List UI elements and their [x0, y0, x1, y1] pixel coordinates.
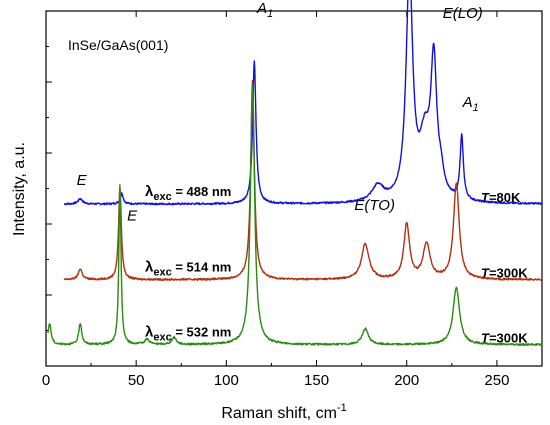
x-tick-label: 100 — [214, 372, 239, 389]
lambda-subscript: exc — [153, 191, 171, 203]
lambda-symbol: λ — [145, 324, 154, 341]
x-axis-label-text: Raman shift, cm — [221, 405, 337, 422]
peak-label: E(LO) — [443, 5, 483, 22]
peak-label-text: E — [77, 172, 88, 189]
excitation-label: λexc = 532 nm — [145, 324, 231, 344]
x-tick-label: 0 — [42, 372, 50, 389]
peak-label-text: E — [127, 207, 138, 224]
lambda-symbol: λ — [145, 259, 154, 276]
excitation-value: = 488 nm — [172, 184, 232, 199]
peak-label-subscript: 1 — [267, 8, 273, 20]
peak-label: E(TO) — [354, 197, 395, 214]
peak-label: E — [77, 172, 88, 189]
lambda-subscript: exc — [153, 267, 171, 279]
temperature-value: =300K — [489, 266, 528, 281]
y-axis-ticks — [46, 10, 52, 367]
temperature-label: T=80K — [481, 190, 521, 205]
excitation-label: λexc = 514 nm — [145, 259, 231, 279]
peak-label-subscript: 1 — [473, 102, 479, 114]
x-axis-ticks: 0 50 100 150 200 250 — [42, 11, 509, 389]
temperature-value: =300K — [489, 331, 528, 346]
x-tick-label: 250 — [484, 372, 509, 389]
x-tick-label: 50 — [128, 372, 145, 389]
peak-label: A1 — [462, 94, 479, 114]
spectrum-line-3 — [47, 84, 543, 347]
temperature-symbol: T — [481, 190, 490, 205]
x-tick-label: 150 — [304, 372, 329, 389]
peak-label: E — [127, 207, 138, 224]
temperature-symbol: T — [481, 331, 490, 346]
sample-label: InSe/GaAs(001) — [68, 37, 168, 53]
temperature-value: =80K — [489, 190, 521, 205]
excitation-value: = 532 nm — [172, 325, 232, 340]
peak-label-text: E(LO) — [443, 5, 483, 22]
spectrum-line-1 — [63, 0, 543, 206]
peak-label-text: E(TO) — [354, 197, 395, 214]
peak-label-text: A — [256, 0, 267, 17]
peak-label-text: A — [462, 94, 473, 111]
x-axis-label-sup: -1 — [337, 402, 347, 414]
lambda-symbol: λ — [145, 183, 154, 200]
excitation-label: λexc = 488 nm — [145, 183, 231, 203]
x-tick-label: 200 — [394, 372, 419, 389]
x-axis-label: Raman shift, cm-1 — [221, 402, 346, 422]
temperature-symbol: T — [481, 266, 490, 281]
temperature-label: T=300K — [481, 331, 528, 346]
peak-label: A1 — [256, 0, 273, 20]
excitation-value: = 514 nm — [172, 260, 232, 275]
y-axis-label: Intensity, a.u. — [11, 142, 28, 236]
spectrum-line-2 — [63, 79, 543, 281]
lambda-subscript: exc — [153, 332, 171, 344]
temperature-label: T=300K — [481, 266, 528, 281]
